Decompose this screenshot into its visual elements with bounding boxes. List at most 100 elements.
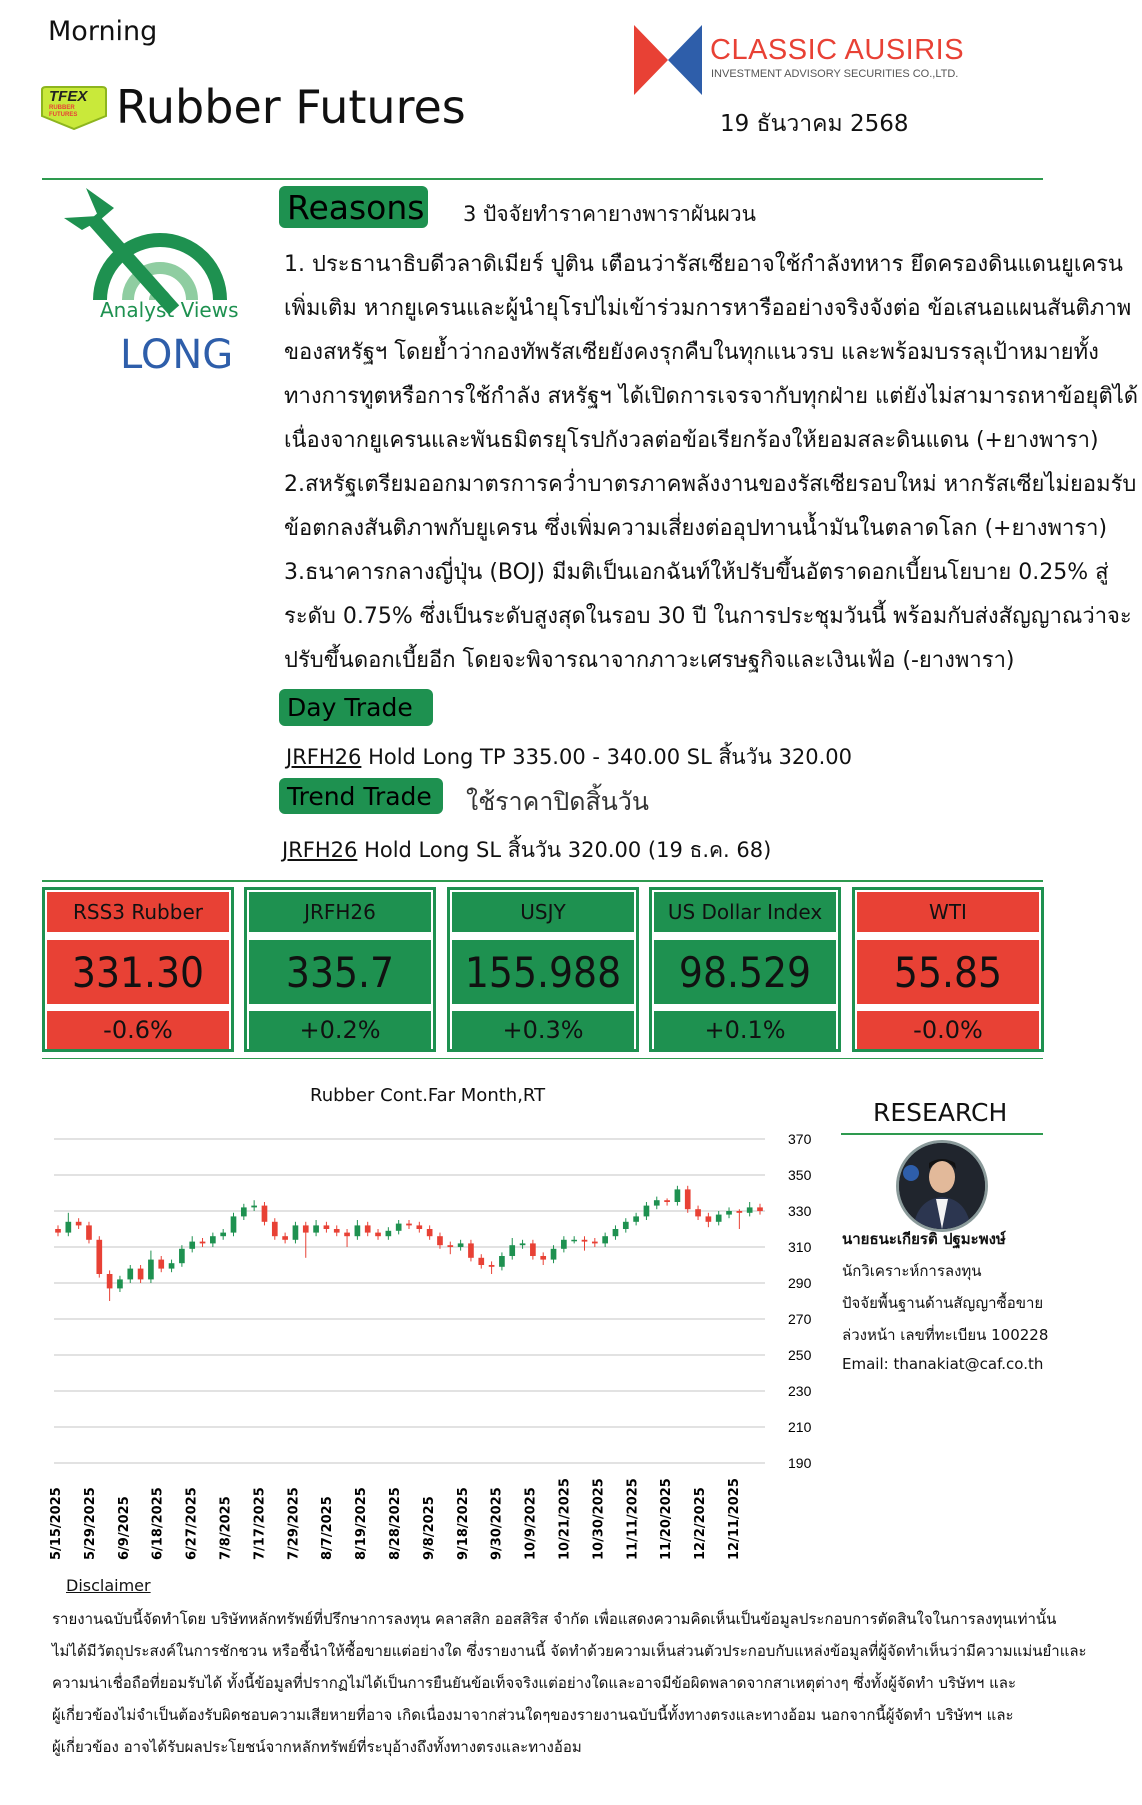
candle-body: [468, 1243, 474, 1258]
y-tick-label: 350: [788, 1167, 812, 1183]
x-tick-label: 12/2/2025: [693, 1487, 708, 1560]
candle-body: [106, 1274, 113, 1289]
candle-body: [561, 1239, 567, 1249]
disclaimer-line: ผู้เกี่ยวข้อง อาจได้รับผลประโยชน์จากหลัก…: [52, 1738, 582, 1756]
trend-trade-symbol: JRFH26: [282, 838, 358, 862]
ticker-change: +0.3%: [452, 1011, 634, 1049]
page-title: Rubber Futures: [116, 80, 466, 134]
divider: [42, 880, 1043, 882]
ticker-card: JRFH26 335.7 +0.2%: [244, 887, 436, 1052]
candle-body: [426, 1229, 433, 1237]
ticker-value: 335.7: [249, 940, 431, 1004]
candle-body: [96, 1239, 103, 1274]
candle-body: [385, 1230, 392, 1237]
disclaimer-title: Disclaimer: [66, 1576, 151, 1595]
candle-body: [591, 1241, 598, 1244]
price-chart: 370 350 330 310 290 270 250 230 210 190 5/15/2025 5…: [49, 1131, 812, 1560]
ticker-card: USJY 155.988 +0.3%: [447, 887, 639, 1052]
y-tick-label: 330: [788, 1203, 812, 1219]
candle-body: [447, 1245, 454, 1247]
candle-body: [437, 1236, 443, 1246]
candle-body: [746, 1207, 753, 1213]
disclaimer-line: รายงานฉบับนี้จัดทำโดย บริษัทหลักทรัพย์ที…: [52, 1610, 1057, 1628]
reason-line: 2.สหรัฐเตรียมออกมาตรการคว่ำบาตรภาคพลังงา…: [284, 472, 1137, 497]
candle-body: [333, 1229, 340, 1233]
candle-body: [302, 1225, 309, 1233]
candle-body: [364, 1225, 371, 1233]
candle-body: [117, 1279, 123, 1289]
analyst-avatar: [896, 1140, 988, 1232]
day-trade-symbol: JRFH26: [286, 745, 362, 769]
reason-line: 1. ประธานาธิบดีวลาดิเมียร์ ปูติน เตือนว่…: [284, 252, 1123, 277]
candle-body: [633, 1216, 639, 1222]
y-tick-label: 230: [788, 1383, 812, 1399]
x-tick-label: 6/18/2025: [151, 1487, 166, 1560]
y-tick-label: 370: [788, 1131, 812, 1147]
tfex-logo-text: TFEX RUBBER FUTURES: [49, 88, 88, 118]
day-trade-badge: Day Trade: [279, 689, 433, 726]
candle-body: [168, 1263, 175, 1269]
candle-body: [220, 1232, 227, 1237]
candle-body: [179, 1248, 185, 1264]
candle-body: [757, 1207, 763, 1211]
trend-trade-text: Hold Long SL สิ้นวัน 320.00 (19 ธ.ค. 68): [364, 838, 772, 862]
y-tick-label: 250: [788, 1347, 812, 1363]
x-tick-label: 11/11/2025: [625, 1478, 640, 1560]
candle-body: [148, 1259, 154, 1280]
x-tick-label: 8/19/2025: [354, 1487, 369, 1560]
x-tick-label: 6/9/2025: [117, 1496, 132, 1560]
candle-body: [457, 1243, 464, 1247]
divider: [841, 1133, 1043, 1135]
ticker-card: RSS3 Rubber 331.30 -0.6%: [42, 887, 234, 1052]
candle-body: [354, 1225, 361, 1237]
x-tick-label: 9/18/2025: [456, 1487, 471, 1560]
candle-body: [230, 1216, 237, 1233]
analyst-target-icon: [64, 188, 244, 323]
analyst-title: นักวิเคราะห์การลงทุน: [842, 1262, 982, 1280]
x-tick-label: 5/29/2025: [83, 1487, 98, 1560]
candle-body: [271, 1221, 278, 1237]
reason-line: เนื่องจากยูเครนและพันธมิตรยุโรปกังวลต่อข…: [284, 428, 1099, 453]
candle-body: [137, 1268, 144, 1280]
disclaimer-line: ไม่ได้มีวัตถุประสงค์ในการชักชวน หรือชี้น…: [52, 1642, 1087, 1660]
candle-body: [509, 1245, 516, 1256]
ticker-name: USJY: [452, 892, 634, 932]
ticker-change: -0.0%: [857, 1011, 1039, 1049]
x-tick-label: 11/20/2025: [659, 1478, 674, 1560]
ticker-name: WTI: [857, 892, 1039, 932]
trend-trade-recommendation: JRFH26 Hold Long SL สิ้นวัน 320.00 (19 ธ…: [282, 834, 771, 867]
analyst-license-2: ล่วงหน้า เลขที่ทะเบียน 100228: [842, 1326, 1049, 1344]
x-tick-label: 7/8/2025: [219, 1496, 234, 1560]
candle-body: [158, 1259, 165, 1269]
candle-body: [65, 1221, 72, 1233]
candle-body: [499, 1256, 505, 1267]
edition-label: Morning: [48, 16, 158, 47]
reason-line: เพิ่มเติม หากยูเครนและผู้นำยุโรปไม่เข้าร…: [284, 296, 1132, 321]
analyst-photo-icon: [899, 1143, 985, 1229]
candle-body: [726, 1211, 732, 1215]
reason-line: ระดับ 0.75% ซึ่งเป็นระดับสูงสุดในรอบ 30 …: [284, 604, 1132, 629]
day-trade-text: Hold Long TP 335.00 - 340.00 SL สิ้นวัน …: [368, 745, 852, 769]
reason-line: ทางการทูตหรือการใช้กำลัง สหรัฐฯ ได้เปิดก…: [284, 384, 1139, 409]
x-tick-label: 12/11/2025: [727, 1478, 742, 1560]
reasons-subtitle: 3 ปัจจัยทำราคายางพาราผันผวน: [463, 202, 756, 226]
ticker-change: -0.6%: [47, 1011, 229, 1049]
x-tick-label: 10/21/2025: [558, 1478, 573, 1560]
candle-body: [550, 1248, 557, 1260]
reasons-text: 1. ประธานาธิบดีวลาดิเมียร์ ปูติน เตือนว่…: [284, 243, 1139, 683]
ticker-value: 155.988: [452, 940, 634, 1004]
candle-body: [189, 1241, 196, 1249]
analyst-name: นายธนะเกียรติ ปฐมะพงษ์: [842, 1230, 1006, 1248]
y-tick-label: 270: [788, 1311, 812, 1327]
ticker-change: +0.2%: [249, 1011, 431, 1049]
ticker-change: +0.1%: [654, 1011, 836, 1049]
candle-body: [684, 1189, 691, 1210]
ticker-name: US Dollar Index: [654, 892, 836, 932]
candle-body: [55, 1229, 61, 1233]
candle-body: [292, 1225, 299, 1240]
candle-body: [261, 1205, 268, 1222]
ticker-value: 98.529: [654, 940, 836, 1004]
x-tick-label: 9/30/2025: [490, 1487, 505, 1560]
candle-body: [478, 1257, 485, 1265]
candle-body: [664, 1200, 670, 1202]
